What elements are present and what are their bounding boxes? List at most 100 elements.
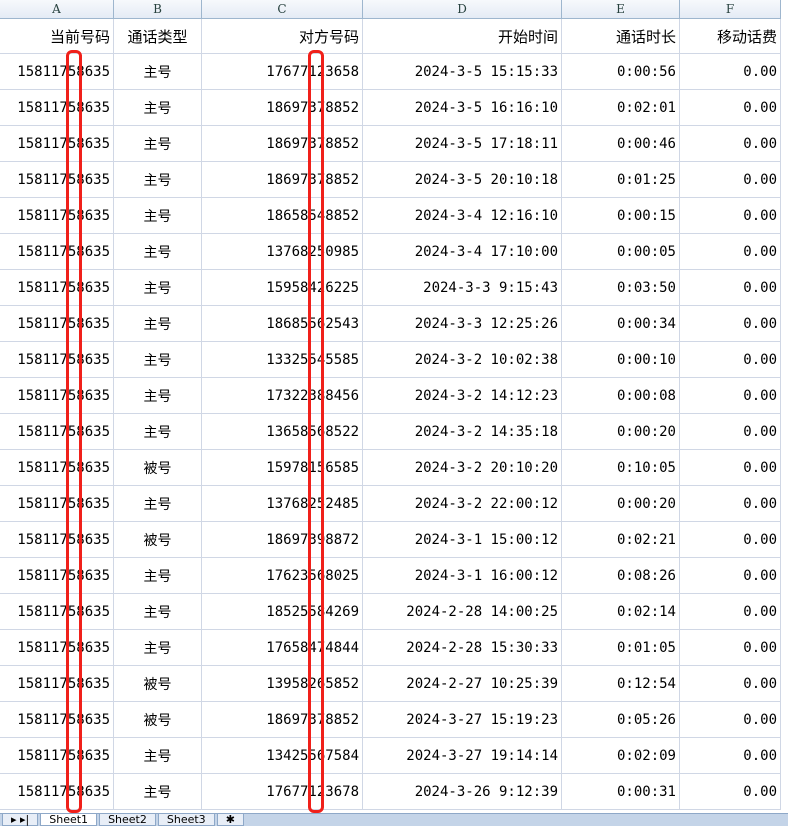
cell-E[interactable]: 0:02:14 [562,594,680,629]
cell-C[interactable]: 18658548852 [202,198,363,233]
cell-F[interactable]: 0.00 [680,738,781,773]
cell-D[interactable]: 2024-3-27 15:19:23 [363,702,562,737]
cell-A[interactable]: 15811758635 [0,702,114,737]
cell-E[interactable]: 0:10:05 [562,450,680,485]
cell-D[interactable]: 2024-2-27 10:25:39 [363,666,562,701]
cell-F[interactable]: 0.00 [680,54,781,89]
column-header-B[interactable]: B [114,0,202,18]
column-header-E[interactable]: E [562,0,680,18]
cell-B[interactable]: 主号 [114,486,202,521]
cell-D[interactable]: 2024-3-4 17:10:00 [363,234,562,269]
cell-C[interactable]: 13658568522 [202,414,363,449]
cell-E[interactable]: 0:08:26 [562,558,680,593]
cell-F[interactable]: 0.00 [680,558,781,593]
cell-D[interactable]: 2024-3-3 9:15:43 [363,270,562,305]
cell-E[interactable]: 0:02:01 [562,90,680,125]
cell-C[interactable]: 17658474844 [202,630,363,665]
cell-A[interactable]: 15811758635 [0,450,114,485]
tab-nav-arrows[interactable]: ▸ ▸| [2,814,39,826]
cell-A[interactable]: 15811758635 [0,522,114,557]
cell-C[interactable]: 13325545585 [202,342,363,377]
cell-B[interactable]: 通话类型 [114,19,202,53]
cell-B[interactable]: 主号 [114,414,202,449]
cell-F[interactable]: 0.00 [680,522,781,557]
cell-D[interactable]: 2024-3-2 22:00:12 [363,486,562,521]
cell-F[interactable]: 0.00 [680,450,781,485]
cell-E[interactable]: 0:00:34 [562,306,680,341]
cell-B[interactable]: 被号 [114,702,202,737]
cell-C[interactable]: 13425567584 [202,738,363,773]
cell-B[interactable]: 主号 [114,270,202,305]
cell-E[interactable]: 0:00:20 [562,486,680,521]
cell-D[interactable]: 2024-3-1 16:00:12 [363,558,562,593]
tab-sheet1[interactable]: Sheet1 [40,814,98,826]
cell-C[interactable]: 17677123658 [202,54,363,89]
cell-F[interactable]: 0.00 [680,414,781,449]
cell-F[interactable]: 0.00 [680,270,781,305]
cell-B[interactable]: 主号 [114,594,202,629]
cell-D[interactable]: 2024-3-5 17:18:11 [363,126,562,161]
cell-A[interactable]: 15811758635 [0,126,114,161]
cell-E[interactable]: 0:00:15 [562,198,680,233]
cell-F[interactable]: 0.00 [680,90,781,125]
cell-C[interactable]: 对方号码 [202,19,363,53]
column-header-D[interactable]: D [363,0,562,18]
cell-F[interactable]: 0.00 [680,306,781,341]
cell-A[interactable]: 15811758635 [0,414,114,449]
cell-E[interactable]: 0:00:05 [562,234,680,269]
cell-D[interactable]: 2024-3-26 9:12:39 [363,774,562,809]
cell-F[interactable]: 0.00 [680,486,781,521]
cell-C[interactable]: 18525584269 [202,594,363,629]
cell-B[interactable]: 主号 [114,558,202,593]
cell-B[interactable]: 主号 [114,234,202,269]
cell-A[interactable]: 15811758635 [0,738,114,773]
cell-E[interactable]: 0:01:25 [562,162,680,197]
cell-E[interactable]: 0:00:46 [562,126,680,161]
cell-A[interactable]: 15811758635 [0,54,114,89]
cell-B[interactable]: 被号 [114,522,202,557]
cell-F[interactable]: 移动话费 [680,19,781,53]
cell-A[interactable]: 15811758635 [0,234,114,269]
cell-E[interactable]: 0:01:05 [562,630,680,665]
insert-sheet-icon[interactable]: ✱ [216,814,244,826]
cell-A[interactable]: 15811758635 [0,630,114,665]
cell-B[interactable]: 主号 [114,774,202,809]
cell-D[interactable]: 2024-2-28 14:00:25 [363,594,562,629]
column-header-F[interactable]: F [680,0,781,18]
cell-B[interactable]: 被号 [114,450,202,485]
cell-C[interactable]: 18697378852 [202,126,363,161]
cell-B[interactable]: 主号 [114,738,202,773]
cell-C[interactable]: 13768252485 [202,486,363,521]
cell-E[interactable]: 0:02:09 [562,738,680,773]
cell-D[interactable]: 2024-3-2 20:10:20 [363,450,562,485]
cell-F[interactable]: 0.00 [680,702,781,737]
cell-E[interactable]: 0:00:31 [562,774,680,809]
cell-A[interactable]: 15811758635 [0,774,114,809]
cell-D[interactable]: 2024-3-27 19:14:14 [363,738,562,773]
cell-E[interactable]: 0:00:10 [562,342,680,377]
cell-E[interactable]: 0:00:20 [562,414,680,449]
cell-C[interactable]: 15978156585 [202,450,363,485]
cell-E[interactable]: 0:02:21 [562,522,680,557]
cell-E[interactable]: 0:00:08 [562,378,680,413]
cell-C[interactable]: 18697398872 [202,522,363,557]
cell-B[interactable]: 主号 [114,630,202,665]
cell-C[interactable]: 13958265852 [202,666,363,701]
cell-C[interactable]: 17677123678 [202,774,363,809]
cell-D[interactable]: 2024-3-3 12:25:26 [363,306,562,341]
cell-A[interactable]: 15811758635 [0,90,114,125]
cell-F[interactable]: 0.00 [680,198,781,233]
cell-C[interactable]: 17322388456 [202,378,363,413]
tab-sheet3[interactable]: Sheet3 [157,814,215,826]
column-header-A[interactable]: A [0,0,114,18]
cell-A[interactable]: 15811758635 [0,342,114,377]
cell-A[interactable]: 当前号码 [0,19,114,53]
cell-D[interactable]: 2024-3-4 12:16:10 [363,198,562,233]
cell-F[interactable]: 0.00 [680,342,781,377]
cell-A[interactable]: 15811758635 [0,162,114,197]
cell-F[interactable]: 0.00 [680,378,781,413]
cell-F[interactable]: 0.00 [680,666,781,701]
cell-D[interactable]: 2024-3-5 20:10:18 [363,162,562,197]
cell-C[interactable]: 17623568025 [202,558,363,593]
cell-B[interactable]: 主号 [114,306,202,341]
